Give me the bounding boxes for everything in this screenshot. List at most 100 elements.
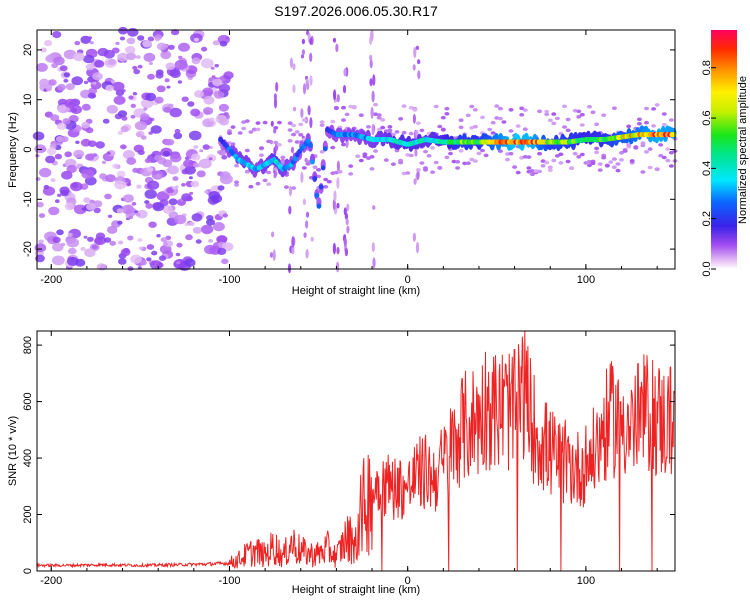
- spectrogram-noise-blob: [137, 64, 143, 69]
- spectrogram-noise-blob: [61, 170, 73, 180]
- spectrogram-noise-blob: [137, 149, 145, 156]
- spectrogram-haze: [619, 151, 624, 155]
- spectrogram-haze: [640, 141, 646, 145]
- spectrogram-streak: [300, 54, 305, 59]
- spectrogram-noise-blob: [143, 107, 148, 111]
- spectrogram-haze: [551, 158, 557, 163]
- spectrogram-noise-blob: [167, 165, 179, 175]
- spectrogram-streak: [300, 108, 304, 119]
- spectrogram-noise-blob: [218, 83, 231, 93]
- spectrogram-haze: [465, 113, 471, 118]
- spectrogram-noise-blob: [212, 222, 225, 232]
- spectrogram-noise-blob: [89, 78, 95, 83]
- spectrogram-haze: [291, 123, 297, 128]
- spectrogram-haze: [248, 184, 254, 189]
- spectrogram-haze: [294, 130, 300, 134]
- snr-series-line: [36, 330, 675, 572]
- spectrogram-noise-blob: [115, 41, 120, 46]
- spectrogram-noise-blob: [122, 194, 134, 203]
- spectrogram-streak: [336, 202, 340, 209]
- spectrogram-haze: [551, 112, 557, 116]
- spectrogram-noise-blob: [121, 116, 128, 121]
- spectrogram-noise-blob: [103, 49, 115, 59]
- spectrogram-noise-blob: [194, 90, 204, 98]
- spectrogram-noise-blob: [206, 218, 215, 226]
- spectrogram-noise-blob: [213, 90, 225, 99]
- spectrogram-streak: [333, 190, 337, 202]
- spectrogram-haze: [587, 105, 592, 109]
- spectrogram-haze: [626, 143, 632, 147]
- spectrogram-y-tick-label: 20: [22, 44, 34, 56]
- spectrogram-noise-blob: [199, 149, 204, 153]
- colorbar-label: Normalized spectral amplitude: [737, 76, 749, 224]
- spectrogram-noise-blob: [109, 240, 117, 246]
- spectrogram-noise-blob: [212, 78, 223, 87]
- spectrogram-haze: [316, 168, 322, 172]
- spectrogram-haze: [259, 153, 264, 157]
- spectrogram-streak: [287, 263, 292, 274]
- spectrogram-noise-blob: [83, 235, 88, 239]
- spectrogram-noise-blob: [104, 193, 112, 200]
- spectrogram-noise-blob: [166, 85, 171, 89]
- spectrogram-haze: [337, 170, 343, 174]
- spectrogram-haze: [611, 165, 617, 169]
- spectrogram-streak: [305, 211, 310, 218]
- spectrogram-noise-blob: [178, 55, 183, 60]
- spectrogram-noise-blob: [200, 58, 214, 69]
- spectrogram-noise-blob: [105, 174, 116, 183]
- snr-y-tick-label: 400: [22, 449, 34, 467]
- colorbar-ticks: 0.0 0.2 0.4 0.6 0.8: [701, 60, 716, 277]
- spectrogram-haze: [390, 162, 396, 166]
- spectrogram-haze: [590, 110, 596, 115]
- spectrogram-haze: [266, 182, 272, 186]
- spectrogram-noise-blob: [39, 167, 52, 178]
- spectrogram-streak: [275, 81, 279, 92]
- spectrogram-noise-blob: [34, 243, 47, 253]
- spectrogram-noise-blob: [117, 52, 129, 62]
- spectrogram-noise-blob: [36, 201, 44, 208]
- spectrogram-haze: [565, 159, 571, 164]
- snr-x-ticks: -200 -100 0 100: [40, 331, 658, 587]
- snr-y-tick-label: 600: [22, 392, 34, 410]
- spectrogram-haze: [636, 117, 642, 122]
- spectrogram-noise-blob: [120, 144, 127, 150]
- spectrogram-noise-blob: [44, 39, 53, 47]
- spectrogram-noise-blob: [120, 248, 131, 257]
- spectrogram-streak: [346, 225, 350, 234]
- spectrogram-haze: [319, 120, 325, 124]
- spectrogram-y-ticks: -20 -10 0 10 20: [22, 44, 675, 257]
- spectrogram-haze: [615, 162, 621, 166]
- spectrogram-noise-blob: [162, 150, 171, 157]
- spectrogram-haze: [455, 166, 461, 170]
- spectrogram-haze: [266, 139, 272, 144]
- spectrogram-haze: [323, 185, 329, 189]
- spectrogram-noise-blob: [164, 78, 170, 83]
- spectrogram-haze: [255, 121, 261, 125]
- spectrogram-haze: [636, 121, 642, 126]
- spectrogram-noise-blob: [92, 72, 103, 81]
- spectrogram-noise-blob: [116, 208, 124, 214]
- spectrogram-noise-blob: [68, 247, 77, 255]
- spectrogram-noise-blob: [55, 136, 64, 143]
- spectrogram-haze: [465, 161, 471, 165]
- spectrogram-noise-blob: [173, 132, 183, 140]
- spectrogram-haze: [437, 165, 443, 170]
- spectrogram-noise-blob: [155, 72, 164, 79]
- spectrogram-noise-blob: [201, 46, 208, 52]
- spectrogram-noise-blob: [81, 121, 90, 129]
- spectrogram-noise-blob: [117, 110, 128, 118]
- spectrogram-haze: [241, 126, 247, 131]
- spectrogram-haze: [405, 171, 411, 175]
- spectrogram-haze: [494, 104, 500, 108]
- spectrogram-noise-blob: [203, 95, 215, 105]
- spectrogram-streak: [413, 178, 417, 185]
- spectrogram-haze: [230, 125, 236, 129]
- spectrogram-noise-blob: [66, 237, 80, 248]
- spectrogram-streak: [301, 49, 305, 55]
- spectrogram-streak: [336, 177, 340, 189]
- spectrogram-noise-blob: [178, 42, 190, 52]
- spectrogram-ridge: [308, 142, 313, 148]
- spectrogram-haze: [579, 123, 585, 127]
- spectrogram-noise-blob: [145, 203, 153, 209]
- spectrogram-noise-blob: [71, 76, 83, 86]
